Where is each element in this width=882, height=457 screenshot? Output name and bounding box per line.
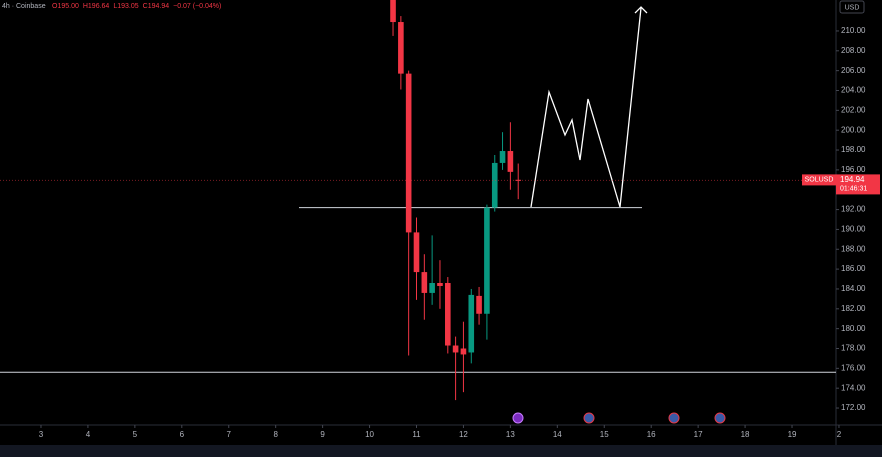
candle-body [484, 207, 490, 314]
currency-label[interactable]: USD [845, 4, 860, 11]
y-tick-label: 184.00 [841, 284, 866, 293]
candle-body [507, 151, 514, 172]
x-tick-label: 11 [412, 430, 421, 439]
candle-body [491, 162, 498, 208]
candle-body [499, 151, 506, 163]
y-tick-label: 206.00 [841, 66, 866, 75]
symbol-tag [802, 174, 836, 186]
candle-body [445, 283, 451, 346]
y-tick-label: 176.00 [841, 363, 866, 372]
x-tick-label: 13 [506, 430, 515, 439]
ohlc-label: H196.64 [83, 3, 110, 10]
x-tick-label: 8 [273, 430, 278, 439]
candle-body [390, 0, 396, 23]
projection-path [530, 7, 642, 208]
x-tick-label: 15 [600, 430, 609, 439]
x-tick-label: 9 [320, 430, 325, 439]
x-tick-label: 6 [180, 430, 185, 439]
y-tick-label: 174.00 [841, 383, 866, 392]
y-tick-label: 190.00 [841, 225, 866, 234]
candle-body [429, 283, 435, 293]
legend-prefix: 4h · Coinbase [2, 3, 46, 10]
event-icons [512, 412, 726, 424]
y-tick-label: 210.00 [841, 26, 866, 35]
x-tick-label: 5 [133, 430, 138, 439]
ohlc-label: L193.05 [113, 3, 138, 10]
y-tick-label: 200.00 [841, 125, 866, 134]
x-tick-label: 3 [39, 430, 44, 439]
event-icon[interactable] [512, 412, 524, 424]
x-tick-label: 7 [227, 430, 232, 439]
y-tick-label: 188.00 [841, 244, 866, 253]
plot-area [0, 0, 836, 401]
y-tick-label: 202.00 [841, 105, 866, 114]
candle-body [515, 179, 522, 181]
last-price-label: 194.94 [840, 175, 865, 184]
y-tick-label: 192.00 [841, 205, 866, 214]
y-tick-label: 180.00 [841, 324, 866, 333]
candle-body [452, 345, 459, 353]
event-icon[interactable] [668, 412, 680, 424]
candle-body [421, 272, 428, 293]
header: 4h · Coinbase O195.00 H196.64 L193.05 C194.… [2, 3, 221, 10]
y-tick-label: 204.00 [841, 86, 866, 95]
y-tick-label: 178.00 [841, 344, 866, 353]
x-tick-label: 14 [553, 430, 562, 439]
y-tick-label: 172.00 [841, 403, 866, 412]
y-tick-label: 198.00 [841, 145, 866, 154]
event-icon[interactable] [583, 412, 595, 424]
candle-body [437, 283, 443, 286]
candle-body [398, 22, 404, 74]
ohlc-label: O195.00 [52, 3, 79, 10]
event-icon[interactable] [714, 412, 726, 424]
y-tick-label: 208.00 [841, 46, 866, 55]
x-tick-label: 2 [837, 430, 842, 439]
x-tick-label: 19 [788, 430, 797, 439]
candle-body [476, 295, 482, 314]
candle-body [405, 73, 412, 233]
x-tick-label: 18 [741, 430, 750, 439]
x-tick-label: 16 [647, 430, 656, 439]
y-tick-label: 186.00 [841, 264, 866, 273]
candle-body [460, 348, 467, 355]
candle-body [468, 294, 475, 353]
bottom-bar [0, 445, 882, 457]
candle-body [413, 232, 420, 273]
currency-button[interactable] [839, 0, 865, 14]
ohlc-label: C194.94 [143, 3, 170, 10]
symbol-label: SOLUSD [805, 177, 834, 184]
y-tick-label: 196.00 [841, 165, 866, 174]
projection-arrow [634, 6, 648, 14]
price-tag [836, 174, 880, 195]
x-tick-label: 4 [86, 430, 91, 439]
x-tick-label: 12 [459, 430, 468, 439]
x-tick-label: 17 [694, 430, 703, 439]
y-tick-label: 182.00 [841, 304, 866, 313]
ohlc-label: −0.07 (−0.04%) [173, 3, 221, 10]
countdown-label: 01:46:31 [840, 186, 867, 193]
x-tick-label: 10 [365, 430, 374, 439]
